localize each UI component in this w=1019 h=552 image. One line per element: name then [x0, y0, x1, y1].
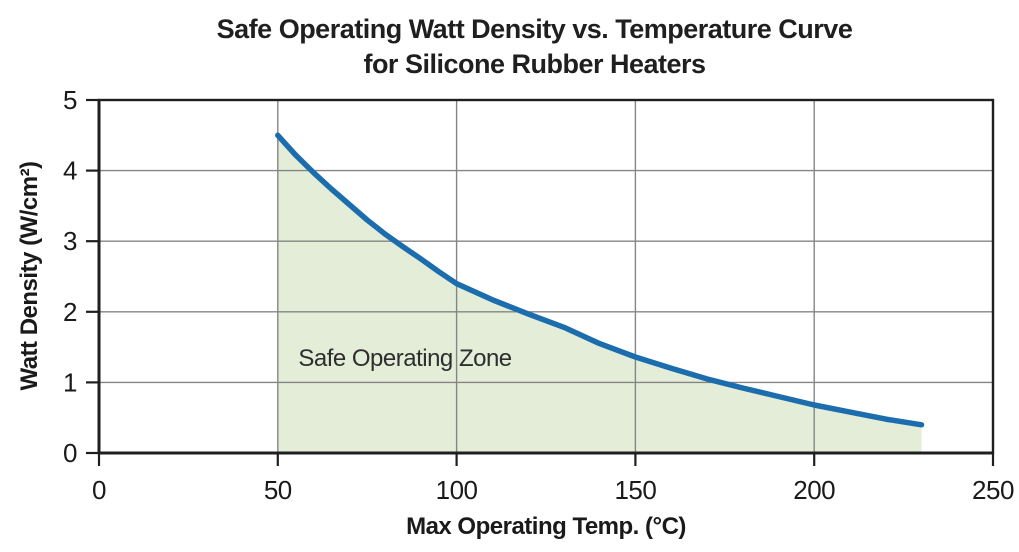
- chart-title: Safe Operating Watt Density vs. Temperat…: [50, 12, 1019, 82]
- safe-zone-area: [277, 135, 922, 454]
- y-tick-label-0: 0: [63, 438, 77, 468]
- y-tick-label-3: 3: [63, 226, 77, 256]
- x-axis-title: Max Operating Temp. (°C): [406, 513, 686, 540]
- y-tick-label-4: 4: [63, 156, 77, 186]
- safe-zone-label: Safe Operating Zone: [298, 345, 512, 372]
- x-tick-label-150: 150: [614, 475, 656, 505]
- watt-density-curve: [275, 132, 925, 428]
- x-tick-label-100: 100: [436, 475, 478, 505]
- x-tick-label-0: 0: [92, 475, 106, 505]
- chart-title-line1: Safe Operating Watt Density vs. Temperat…: [216, 14, 853, 44]
- x-tick-label-250: 250: [972, 475, 1014, 505]
- y-tick-label-2: 2: [63, 297, 77, 327]
- y-axis-title: Watt Density (W/cm²): [16, 161, 43, 391]
- y-tick-label-5: 5: [63, 85, 77, 115]
- x-tick-label-200: 200: [793, 475, 835, 505]
- chart-title-line2: for Silicone Rubber Heaters: [363, 49, 706, 79]
- y-tick-label-1: 1: [63, 367, 77, 397]
- x-tick-label-50: 50: [264, 475, 292, 505]
